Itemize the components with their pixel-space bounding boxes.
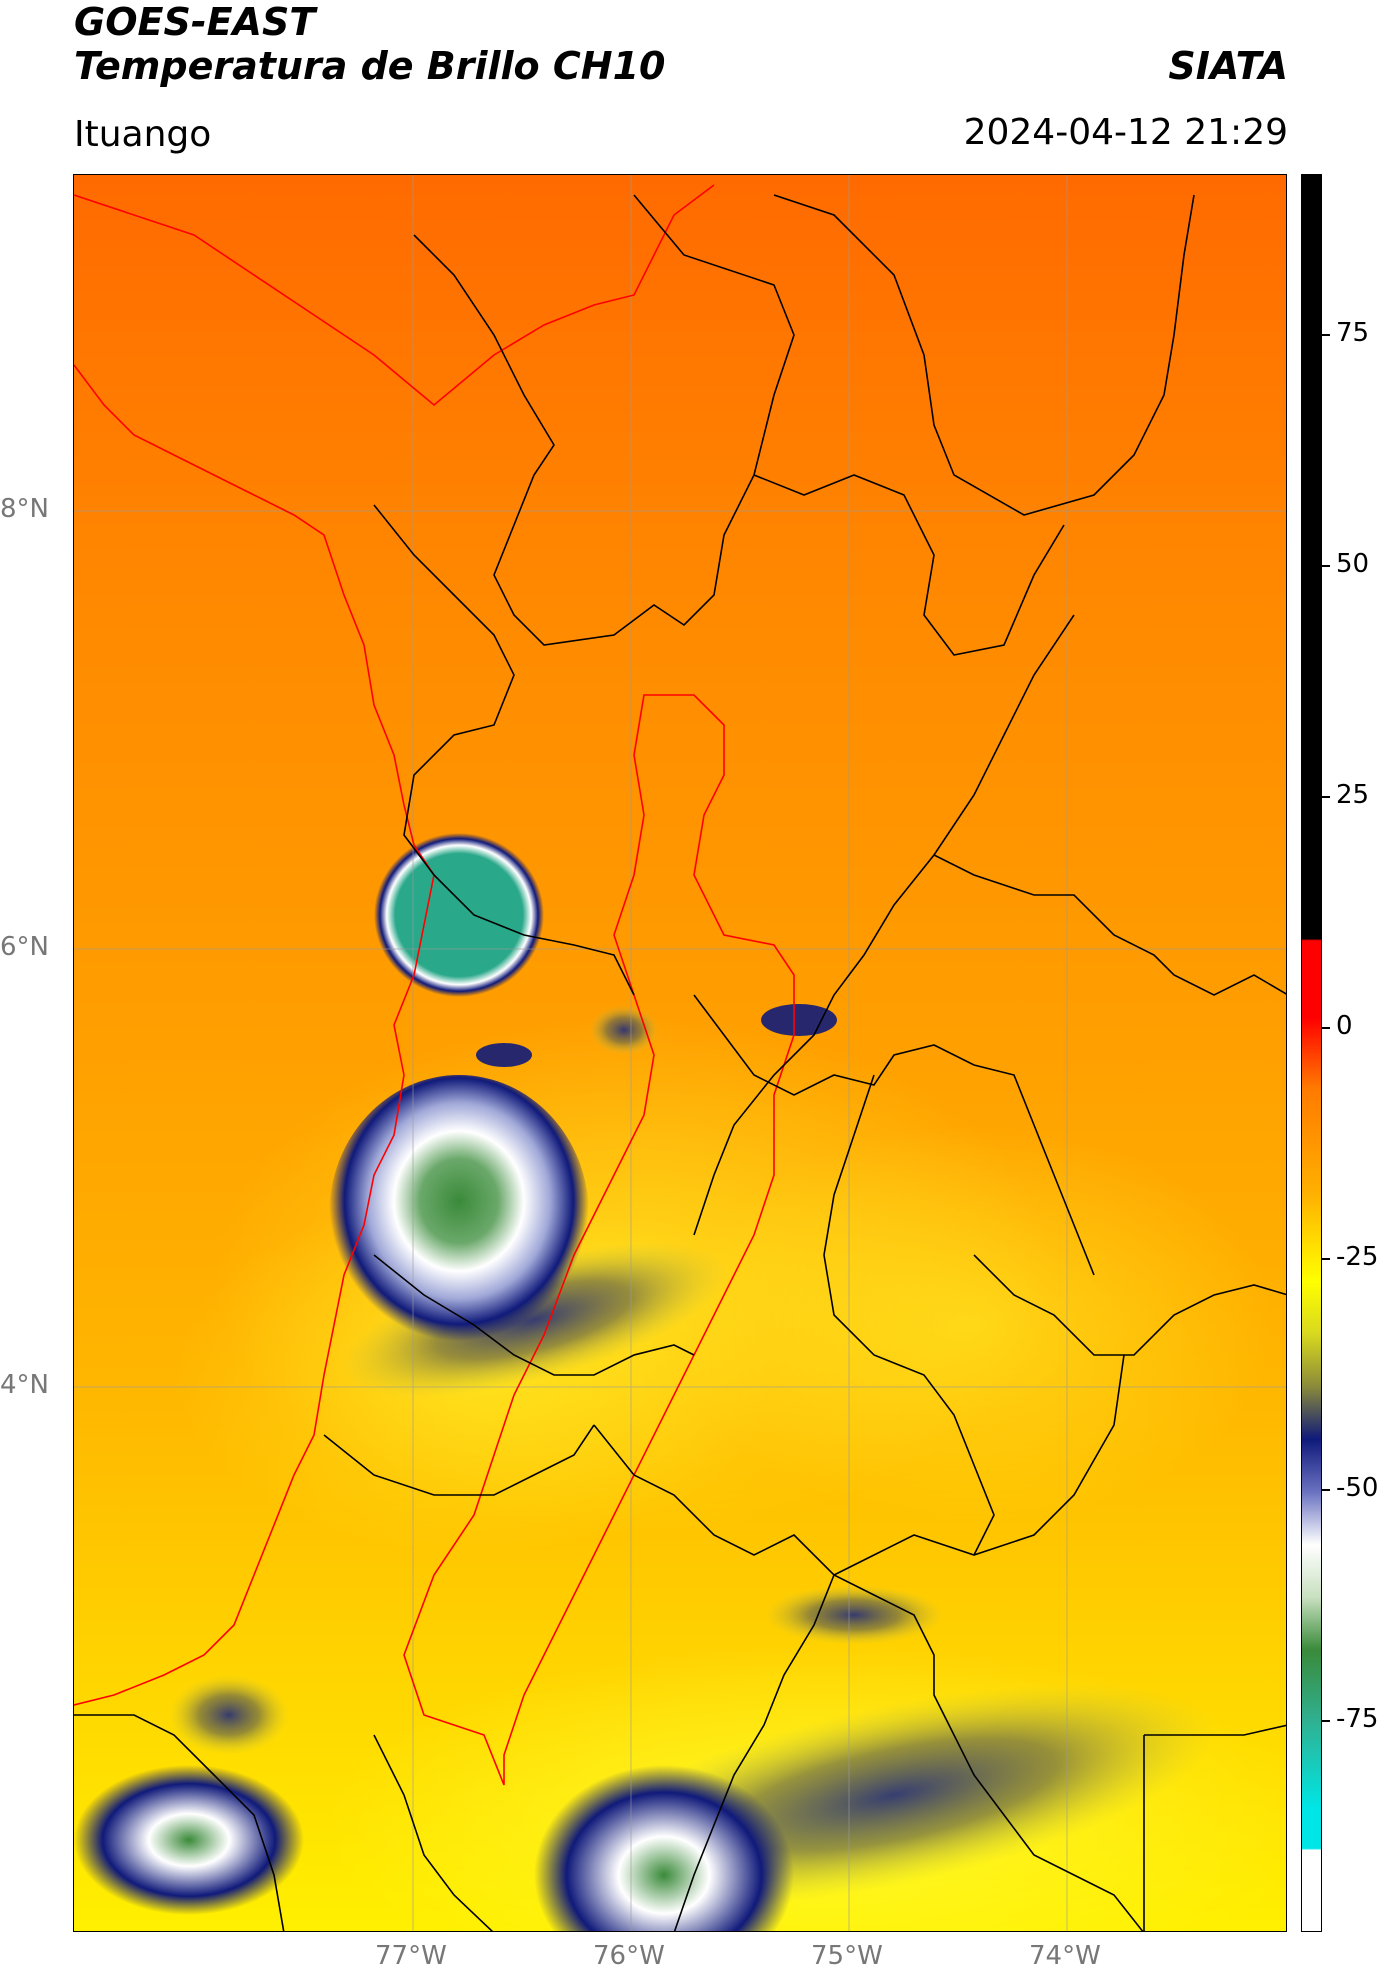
colorbar-tick [1322, 796, 1330, 798]
convective-cloud-southwest [74, 1765, 304, 1915]
colorbar-tick [1322, 334, 1330, 336]
satellite-title: GOES-EAST [74, 0, 316, 44]
colorbar-label-minus50: -50 [1336, 1473, 1379, 1503]
colorbar-label-75: 75 [1336, 318, 1370, 348]
organization-label: SIATA [1168, 44, 1288, 88]
colorbar-tick [1322, 565, 1330, 567]
colorbar-label-25: 25 [1336, 780, 1370, 810]
coastline [74, 184, 715, 1706]
basin-outline [403, 694, 795, 1786]
colorbar-label-50: 50 [1336, 549, 1370, 579]
brightness-temperature-map[interactable] [73, 174, 1287, 1932]
colorbar-tick [1322, 1720, 1330, 1722]
convective-cloud-north [374, 833, 544, 997]
colorbar-label-minus75: -75 [1336, 1704, 1379, 1734]
lon-label-77w: 77°W [375, 1941, 447, 1971]
lon-label-75w: 75°W [811, 1941, 883, 1971]
graticule [74, 175, 1286, 1931]
colorbar-tick [1322, 1258, 1330, 1260]
location-label: Ituango [74, 114, 212, 155]
lat-label-8n: 8°N [0, 494, 49, 524]
lat-label-4n: 4°N [0, 1370, 49, 1400]
timestamp-label: 2024-04-12 21:29 [963, 112, 1288, 153]
colorbar [1301, 174, 1322, 1932]
colorbar-label-minus25: -25 [1336, 1242, 1379, 1272]
convective-cloud-south [534, 1765, 794, 1931]
lon-label-76w: 76°W [593, 1941, 665, 1971]
product-title: Temperatura de Brillo CH10 [74, 44, 666, 88]
lon-label-74w: 74°W [1029, 1941, 1101, 1971]
lat-label-6n: 6°N [0, 932, 49, 962]
map-canvas [74, 175, 1286, 1931]
colorbar-label-0: 0 [1336, 1011, 1353, 1041]
colorbar-tick [1322, 1489, 1330, 1491]
colorbar-tick [1322, 1027, 1330, 1029]
department-boundaries [74, 194, 1286, 1931]
convective-cloud-central [329, 1075, 589, 1355]
